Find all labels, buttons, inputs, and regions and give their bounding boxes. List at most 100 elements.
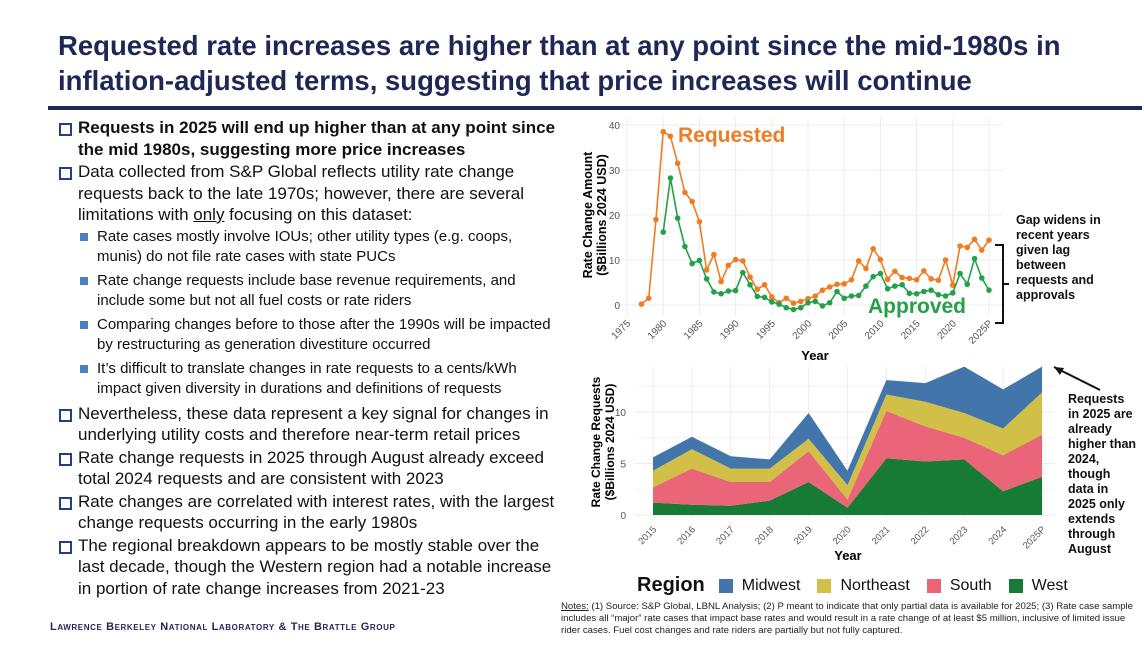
series-line-approved xyxy=(662,177,990,311)
data-point-approved xyxy=(660,229,666,235)
line-chart-rate-change: 0 10 20 30 40 1975 1980 1985 1990 1995 2000 2005 201… xyxy=(581,118,1009,363)
x-axis-title: Year xyxy=(834,548,861,560)
bullet-item: Requests in 2025 will end up higher than… xyxy=(58,117,558,160)
data-point-requested xyxy=(718,278,724,285)
footer-org: Lawrence Berkeley National Laboratory & … xyxy=(50,621,396,633)
data-point-approved xyxy=(913,290,920,297)
data-point-requested xyxy=(957,243,963,249)
data-point-requested xyxy=(797,298,804,305)
data-point-requested xyxy=(978,247,985,253)
data-point-approved xyxy=(718,290,724,297)
notes: Notes: (1) Source: S&P Global, LBNL Anal… xyxy=(561,601,1143,637)
data-point-approved xyxy=(783,304,790,311)
legend-title: Region xyxy=(637,574,705,596)
data-point-requested xyxy=(884,276,891,283)
data-point-approved xyxy=(863,283,869,289)
data-point-requested xyxy=(660,128,666,135)
x-tick-label: 1985 xyxy=(682,318,706,342)
data-point-requested xyxy=(805,295,811,302)
bullet-item: Nevertheless, these data represent a key… xyxy=(58,403,558,446)
area-west xyxy=(653,458,1042,515)
data-point-approved xyxy=(899,281,905,288)
data-point-requested xyxy=(790,300,797,306)
legend-item-northeast: Northeast xyxy=(817,577,910,595)
data-point-approved xyxy=(855,292,862,299)
data-point-approved xyxy=(884,286,891,292)
x-tick-label: 2020 xyxy=(935,318,959,342)
data-point-requested xyxy=(689,198,695,205)
y-tick-label: 40 xyxy=(609,121,621,132)
legend-item-south: South xyxy=(926,577,992,595)
data-point-approved xyxy=(826,299,833,306)
x-tick-label: 1980 xyxy=(646,318,670,342)
data-point-approved xyxy=(957,270,963,277)
y-tick-label: 0 xyxy=(614,301,620,312)
y-tick-label: 10 xyxy=(615,408,627,419)
data-point-approved xyxy=(769,299,775,305)
data-point-approved xyxy=(892,283,898,289)
y-tick-label: 20 xyxy=(609,211,621,222)
data-point-approved xyxy=(950,290,956,296)
data-point-requested xyxy=(971,236,978,243)
data-point-approved xyxy=(819,303,826,309)
data-point-requested xyxy=(783,295,790,302)
data-point-requested xyxy=(769,294,775,300)
data-point-approved xyxy=(805,299,811,306)
data-point-approved xyxy=(725,288,732,294)
area-chart-regional-requests: 2015 2016 2017 2018 2019 2020 2021 2022 2023 2024… xyxy=(589,366,1101,560)
bullet-emphasis: only xyxy=(193,205,225,224)
legend-item-midwest: Midwest xyxy=(718,577,800,595)
data-point-approved xyxy=(703,276,710,282)
data-point-approved xyxy=(711,289,717,295)
data-point-requested xyxy=(645,295,652,302)
x-tick-label: 2016 xyxy=(675,524,698,547)
data-point-approved xyxy=(971,255,978,262)
data-point-requested xyxy=(834,281,840,288)
data-point-requested xyxy=(906,275,913,282)
data-point-approved xyxy=(797,304,804,311)
data-point-requested xyxy=(653,216,659,223)
data-point-requested xyxy=(682,189,688,196)
x-tick-label: 2015 xyxy=(899,318,923,342)
notes-label: Notes: xyxy=(561,601,589,612)
data-point-requested xyxy=(638,301,645,307)
data-point-approved xyxy=(812,298,819,305)
gap-bracket xyxy=(995,244,1009,324)
data-point-requested xyxy=(696,218,703,225)
data-point-requested xyxy=(732,256,739,263)
data-point-requested xyxy=(761,281,768,288)
data-point-approved xyxy=(667,175,674,181)
data-point-requested xyxy=(899,274,905,281)
data-point-requested xyxy=(928,276,934,282)
data-point-approved xyxy=(877,270,884,277)
legend-item-west: West xyxy=(1008,577,1068,595)
data-point-requested xyxy=(754,286,761,293)
data-point-approved xyxy=(841,295,847,302)
x-tick-label: 2025P xyxy=(1021,524,1048,551)
data-point-approved xyxy=(790,306,797,313)
data-point-approved xyxy=(942,293,949,299)
data-point-approved xyxy=(682,243,688,250)
data-point-approved xyxy=(928,287,934,293)
title-divider xyxy=(48,106,1142,110)
slide-title: Requested rate increases are higher than… xyxy=(58,30,1061,96)
data-point-requested xyxy=(711,251,717,258)
bullet-item: The regional breakdown appears to be mos… xyxy=(58,535,558,600)
x-tick-label: 2020 xyxy=(831,524,854,547)
x-tick-label: 2017 xyxy=(714,524,737,547)
data-point-approved xyxy=(740,269,746,276)
data-point-requested xyxy=(855,258,862,264)
y-tick-label: 10 xyxy=(609,256,621,267)
data-point-approved xyxy=(754,293,761,300)
x-axis-title: Year xyxy=(801,348,828,363)
data-point-approved xyxy=(935,291,942,298)
requests-2025-annotation: Requests in 2025 are already higher than… xyxy=(1068,392,1137,556)
data-point-requested xyxy=(892,268,898,275)
x-tick-label: 2023 xyxy=(948,524,971,547)
bullet-text: Data collected from S&P Global reflects … xyxy=(78,162,525,224)
data-point-requested xyxy=(841,281,847,287)
data-point-approved xyxy=(964,281,971,288)
x-tick-label: 2021 xyxy=(870,524,893,547)
y-axis-title: Rate Change Requests xyxy=(589,376,603,507)
x-tick-label: 1990 xyxy=(718,318,742,342)
